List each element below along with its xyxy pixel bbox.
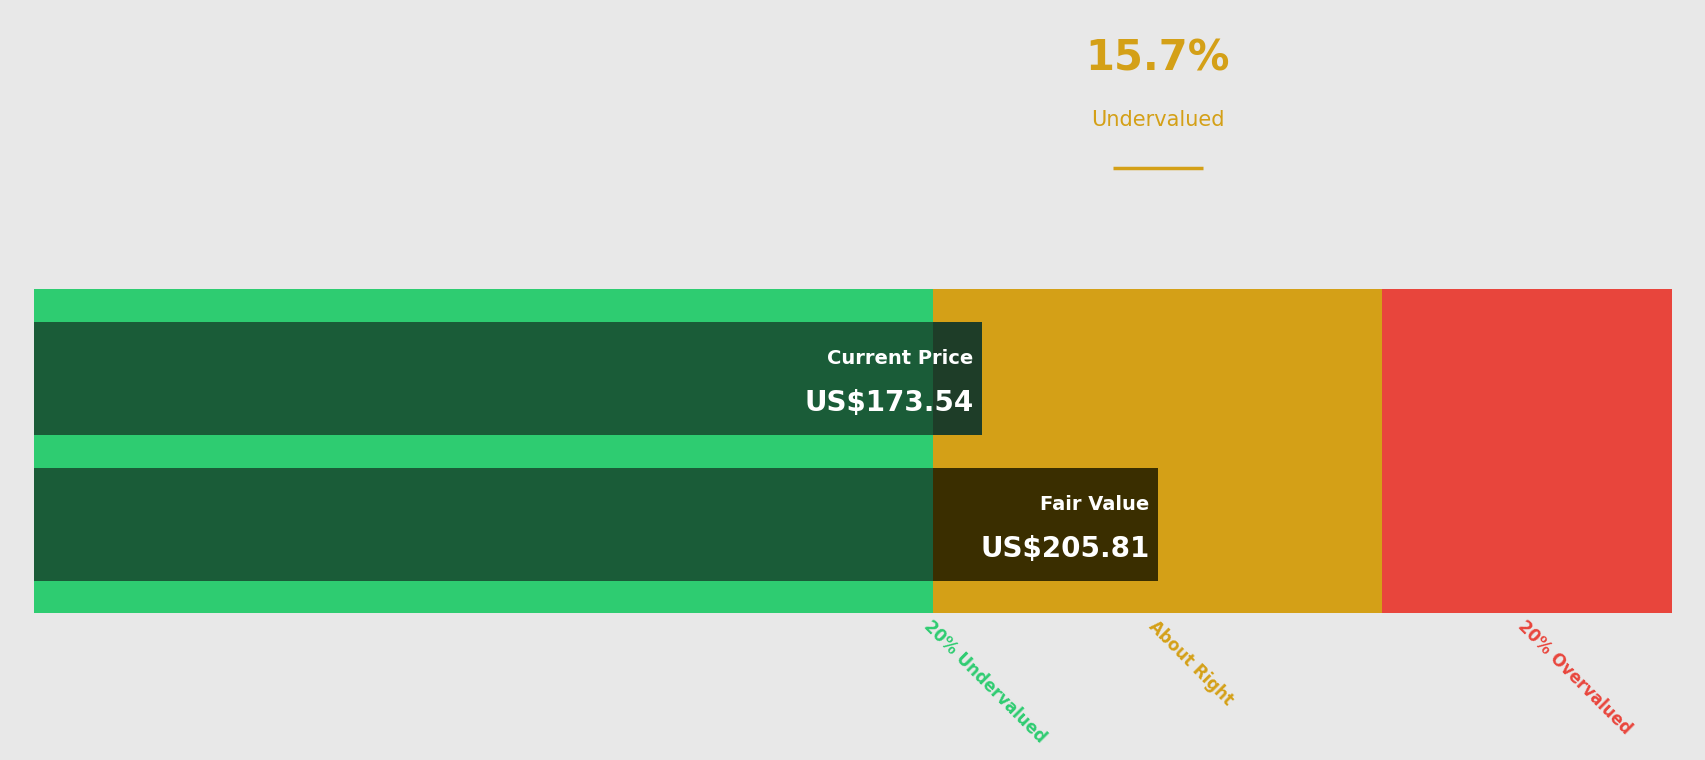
Bar — [933, 289, 1381, 321]
Bar — [1381, 435, 1671, 467]
Text: US$173.54: US$173.54 — [803, 389, 974, 417]
Bar — [933, 321, 980, 435]
Bar — [34, 435, 933, 467]
Bar — [933, 435, 1381, 467]
Bar — [34, 289, 933, 321]
Text: US$205.81: US$205.81 — [980, 535, 1149, 563]
Bar — [933, 581, 1381, 613]
Text: 15.7%: 15.7% — [1084, 37, 1229, 79]
Bar — [34, 321, 980, 435]
Bar — [1381, 289, 1671, 321]
Bar — [933, 467, 1158, 581]
Bar — [34, 581, 933, 613]
Text: About Right: About Right — [1144, 617, 1236, 709]
Text: Fair Value: Fair Value — [1040, 496, 1149, 515]
Bar — [34, 467, 1158, 581]
Text: Current Price: Current Price — [827, 350, 974, 369]
Bar — [1381, 289, 1671, 613]
Text: Undervalued: Undervalued — [1089, 110, 1224, 130]
Bar — [1381, 581, 1671, 613]
Text: 20% Overvalued: 20% Overvalued — [1514, 617, 1635, 738]
Bar — [933, 289, 1381, 613]
Bar — [34, 289, 933, 613]
Text: 20% Undervalued: 20% Undervalued — [919, 617, 1049, 746]
